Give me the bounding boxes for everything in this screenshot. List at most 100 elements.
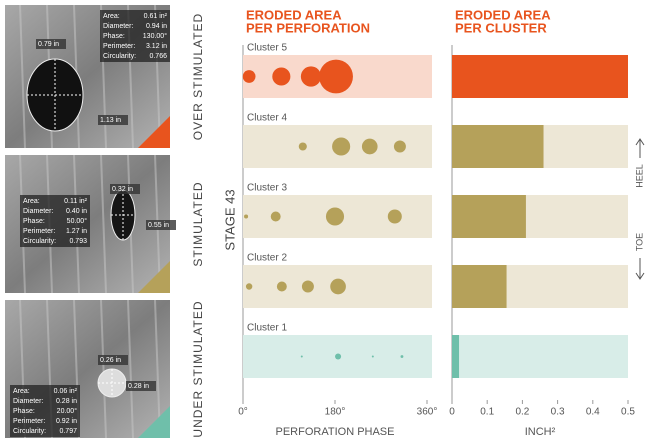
info-value: 0.06 in²: [54, 388, 78, 395]
info-value: 1.27 in: [66, 228, 87, 235]
dim-box: [98, 355, 128, 365]
x-tick-label: 0.3: [551, 407, 565, 418]
info-key: Phase:: [13, 408, 35, 415]
bubble: [300, 355, 303, 358]
x-axis-label: PERFORATION PHASE: [276, 426, 395, 438]
info-value: 0.11 in²: [64, 198, 87, 205]
bubble: [301, 280, 314, 293]
photo-texture: [154, 299, 161, 439]
bubble: [242, 70, 256, 83]
bubble: [325, 207, 345, 226]
bubble: [361, 138, 378, 155]
info-value: 0.766: [149, 53, 167, 60]
info-value: 20.00°: [57, 407, 78, 415]
bubble: [245, 283, 253, 290]
chart-title: ERODED AREA: [246, 7, 342, 22]
info-value: 0.797: [59, 428, 77, 435]
bubble: [387, 209, 402, 224]
dim-box: [98, 115, 128, 125]
status-label: OVER STIMULATED: [191, 13, 205, 140]
photo-texture: [100, 299, 107, 439]
info-key: Area:: [103, 13, 120, 20]
bubble: [300, 66, 322, 87]
status-corner: [138, 261, 170, 293]
info-box: [20, 195, 90, 247]
info-key: Phase:: [23, 218, 45, 225]
bubble: [270, 211, 281, 222]
bubble: [298, 142, 307, 151]
x-tick-label: 0.4: [586, 407, 600, 418]
x-tick-label: 360°: [417, 407, 438, 418]
x-tick-label: 0.5: [621, 407, 635, 418]
bubble: [276, 281, 287, 292]
dim-label: 0.28 in: [128, 383, 149, 390]
photo-texture: [100, 154, 107, 294]
chart-title: PER PERFORATION: [246, 20, 370, 35]
info-key: Circularity:: [13, 428, 46, 435]
info-box: [10, 385, 80, 437]
info-key: Diameter:: [103, 23, 133, 30]
x-tick-label: 180°: [325, 407, 346, 418]
photo-texture: [127, 299, 134, 439]
chart-title: ERODED AREA: [455, 7, 551, 22]
cluster-label: Cluster 1: [247, 323, 287, 334]
toe-arrow-head: [635, 272, 645, 280]
status-corner: [138, 406, 170, 438]
info-key: Perimeter:: [23, 228, 55, 235]
x-axis-label: INCH²: [525, 426, 556, 438]
dim-box: [146, 220, 176, 230]
dim-label: 0.55 in: [148, 222, 169, 229]
heel-label: HEEL: [634, 164, 644, 188]
info-value: 0.92 in: [56, 418, 77, 425]
x-tick-label: 0.2: [515, 407, 529, 418]
bubble: [393, 140, 406, 153]
toe-label: TOE: [634, 233, 644, 251]
x-tick-label: 0: [449, 407, 455, 418]
bar: [452, 195, 526, 238]
info-value: 3.12 in: [146, 43, 167, 50]
cluster-label: Cluster 2: [247, 253, 287, 264]
bar: [452, 265, 507, 308]
info-box: [100, 10, 170, 62]
bubble: [332, 137, 351, 156]
info-key: Diameter:: [13, 398, 43, 405]
dim-box: [126, 381, 156, 391]
bar: [452, 125, 544, 168]
info-value: 50.00°: [67, 217, 88, 225]
cluster-label: Cluster 5: [247, 43, 287, 54]
dim-label: 0.79 in: [38, 41, 59, 48]
bar: [452, 55, 628, 98]
cluster-label: Cluster 3: [247, 183, 287, 194]
info-value: 0.61 in²: [144, 13, 168, 20]
status-corner: [138, 116, 170, 148]
info-value: 0.28 in: [56, 398, 77, 405]
status-label: UNDER STIMULATED: [191, 300, 205, 437]
bubble: [244, 214, 249, 219]
info-value: 0.94 in: [146, 23, 167, 30]
info-key: Area:: [13, 388, 30, 395]
bar: [452, 335, 460, 378]
chart-title: PER CLUSTER: [455, 20, 547, 35]
bubble: [335, 353, 342, 360]
dim-label: 0.26 in: [100, 357, 121, 364]
photo-texture: [19, 4, 26, 149]
bubble: [371, 355, 374, 358]
info-value: 130.00°: [143, 32, 167, 40]
heel-arrow-head: [635, 138, 645, 146]
cluster-label: Cluster 4: [247, 113, 287, 124]
info-value: 0.40 in: [66, 208, 87, 215]
info-value: 0.793: [69, 238, 87, 245]
info-key: Perimeter:: [13, 418, 45, 425]
bubble: [319, 59, 353, 94]
dim-label: 0.32 in: [112, 186, 133, 193]
bubble: [400, 355, 404, 358]
info-key: Diameter:: [23, 208, 53, 215]
row-band: [452, 335, 628, 378]
bubble: [330, 278, 346, 295]
info-key: Circularity:: [23, 238, 56, 245]
dim-box: [36, 39, 66, 49]
x-tick-label: 0.1: [480, 407, 494, 418]
bubble: [272, 67, 291, 86]
dim-label: 1.13 in: [100, 117, 121, 124]
